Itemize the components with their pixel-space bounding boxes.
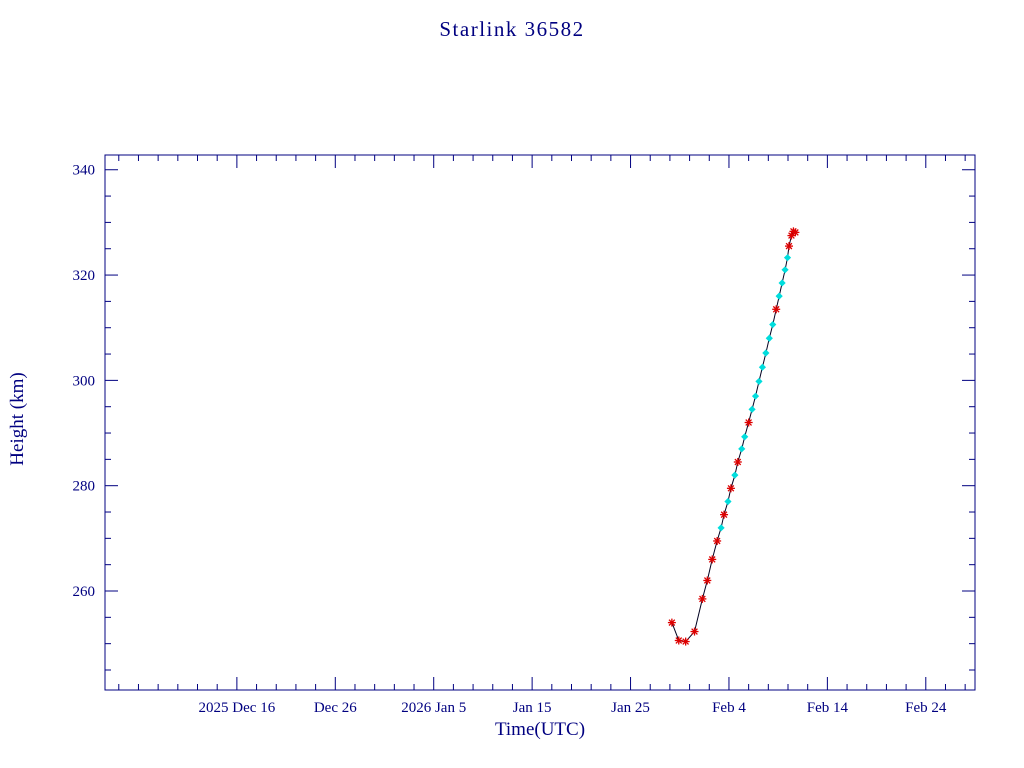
y-tick-label: 260 [73,584,96,600]
observed-marker [791,228,800,237]
y-tick-label: 340 [73,163,96,179]
predicted-marker [755,377,763,386]
observed-marker [674,636,683,645]
x-tick-label: Dec 26 [314,700,357,716]
chart-title: Starlink 36582 [439,17,585,41]
x-tick-label: Feb 14 [807,700,849,716]
predicted-marker [724,497,732,506]
predicted-marker [769,320,777,329]
predicted-marker [748,405,756,413]
predicted-marker [762,349,770,357]
observed-marker [772,305,781,314]
observed-marker [720,510,729,519]
y-tick-label: 300 [73,373,96,389]
plot-frame [104,154,976,691]
observed-marker [698,594,707,603]
predicted-marker [741,433,749,441]
observed-marker [713,536,722,545]
observed-marker [708,555,717,564]
predicted-marker [738,445,746,453]
predicted-marker [758,363,767,371]
predicted-marker [775,292,783,300]
x-tick-label: 2026 Jan 5 [401,700,466,716]
predicted-marker [751,392,760,400]
predicted-marker [765,334,773,342]
observed-marker [681,637,690,646]
y-tick-label: 280 [73,479,96,495]
x-tick-label: 2025 Dec 16 [199,700,276,716]
y-tick-label: 320 [73,268,96,284]
predicted-marker [783,254,792,262]
observed-marker [667,618,676,627]
x-tick-label: Jan 25 [611,700,650,716]
observed-marker [726,484,735,493]
observed-marker [784,242,793,251]
trajectory-line [671,230,796,643]
observed-marker [690,627,699,636]
observed-marker [744,418,753,427]
predicted-marker [731,471,739,479]
x-axis-label: Time(UTC) [494,719,586,740]
x-tick-label: Jan 15 [513,700,552,716]
x-tick-label: Feb 24 [905,700,947,716]
predicted-marker [717,524,725,532]
observed-marker [703,576,712,585]
observed-marker [733,457,742,466]
predicted-marker [781,266,789,274]
x-tick-label: Feb 4 [712,700,746,716]
predicted-marker [778,279,786,287]
